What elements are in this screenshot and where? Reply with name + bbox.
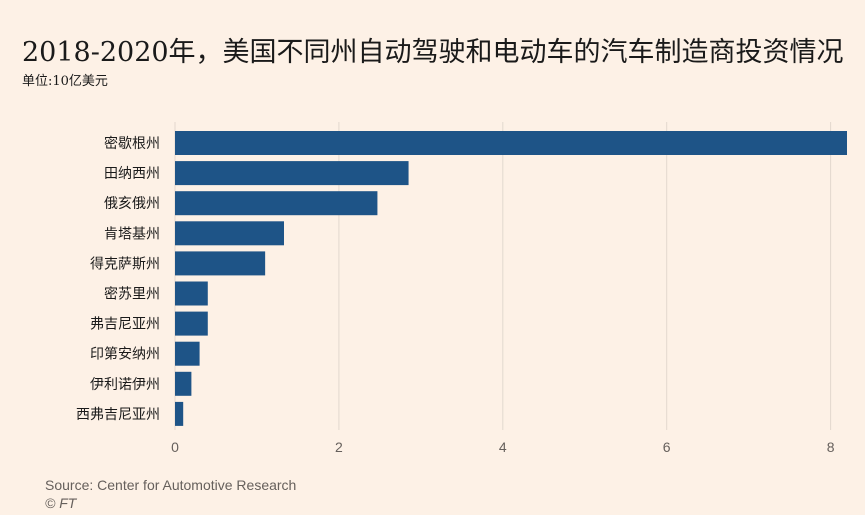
x-tick-label: 2: [335, 439, 343, 455]
bar: [175, 221, 284, 246]
bar: [175, 371, 192, 396]
category-label: 得克萨斯州: [90, 255, 160, 272]
category-label: 密苏里州: [104, 286, 160, 303]
bar: [175, 281, 208, 306]
bar: [175, 401, 184, 426]
x-tick-label: 4: [499, 439, 507, 455]
bar: [175, 191, 378, 216]
category-label: 肯塔基州: [104, 225, 160, 242]
bars: [175, 131, 847, 426]
x-tick-label: 8: [827, 439, 835, 455]
category-label: 弗吉尼亚州: [90, 317, 160, 333]
category-label: 田纳西州: [104, 166, 160, 182]
x-tick-label: 6: [663, 439, 671, 455]
bar: [175, 161, 409, 186]
category-label: 印第安纳州: [90, 346, 160, 363]
category-label: 俄亥俄州: [104, 196, 160, 212]
source-note: Source: Center for Automotive Research: [45, 477, 297, 493]
x-tick-label: 0: [171, 439, 179, 455]
chart-title: 2018-2020年，美国不同州自动驾驶和电动车的汽车制造商投资情况: [22, 37, 844, 68]
bar: [175, 131, 847, 155]
ft-credit: © FT: [45, 495, 77, 511]
bar: [175, 341, 200, 366]
bar: [175, 251, 266, 276]
category-label: 密歇根州: [104, 135, 160, 152]
category-label: 伊利诺伊州: [90, 377, 160, 393]
category-label: 西弗吉尼亚州: [76, 407, 160, 423]
bar: [175, 311, 208, 336]
chart-subtitle: 单位:10亿美元: [22, 74, 108, 89]
x-tick-labels: 0 2 4 6 8: [171, 439, 835, 455]
category-labels: 密歇根州田纳西州俄亥俄州肯塔基州得克萨斯州密苏里州弗吉尼亚州印第安纳州伊利诺伊州…: [76, 135, 160, 423]
